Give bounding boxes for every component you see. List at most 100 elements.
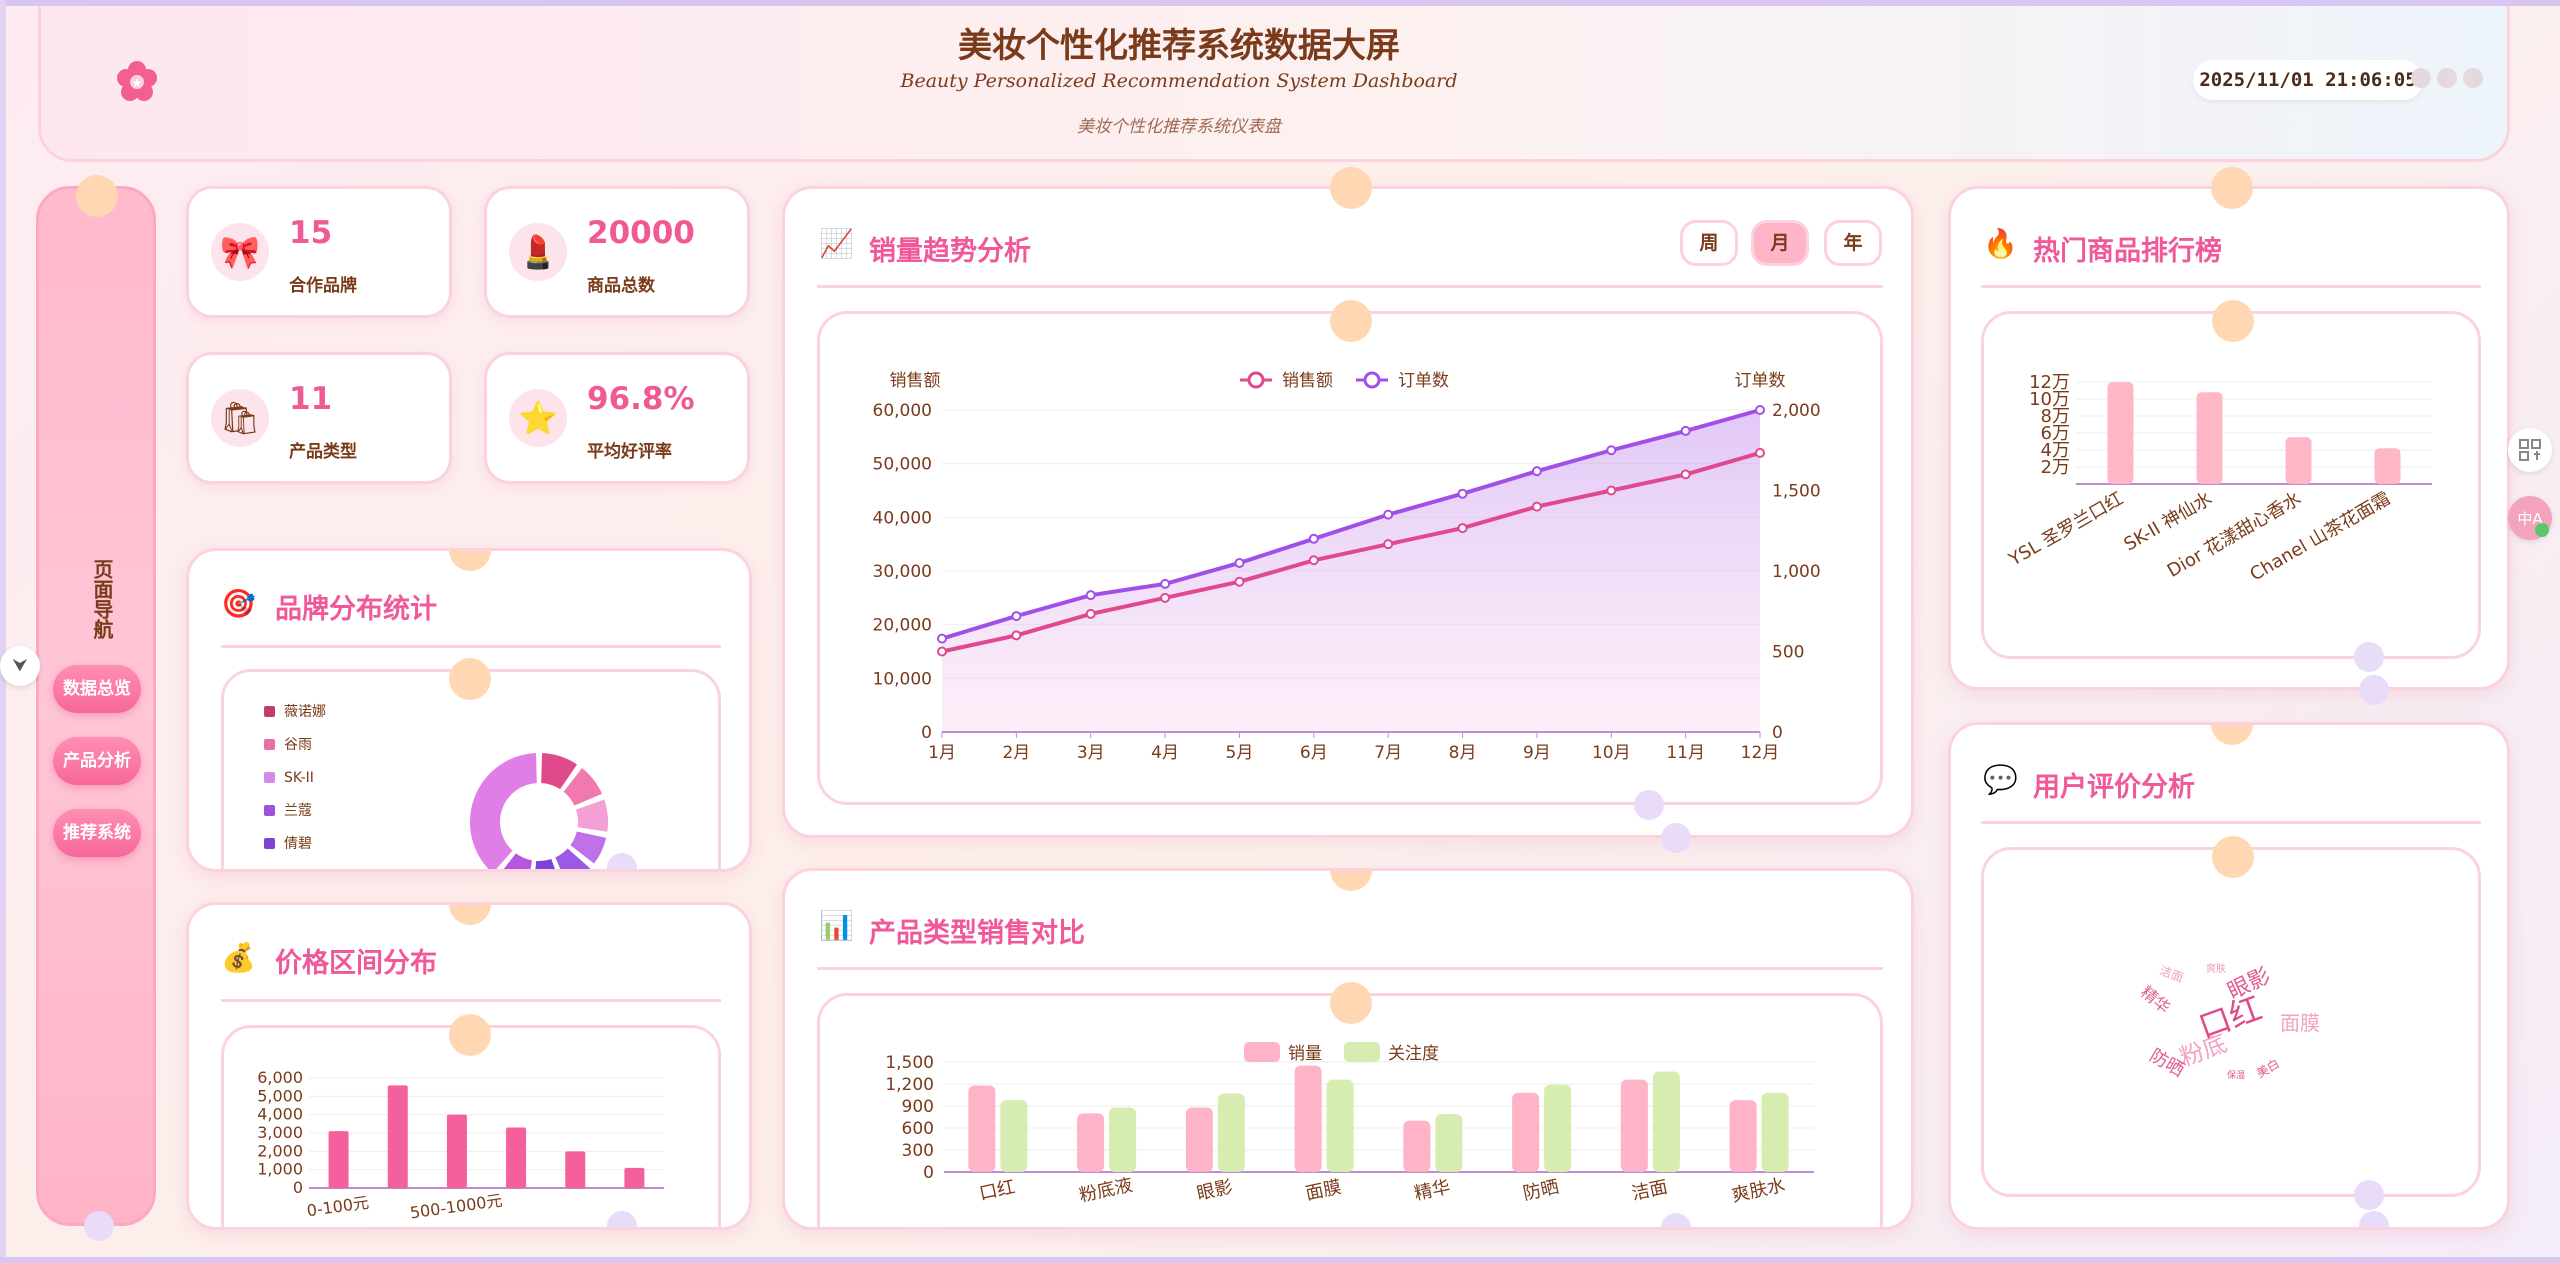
y-tick-label: 900 (902, 1097, 934, 1117)
page-subtitle: 美妆个性化推荐系统仪表盘 (1077, 117, 1281, 137)
legend-swatch (1244, 1042, 1280, 1062)
x-tick-label: 爽肤水 (1730, 1175, 1787, 1207)
donut-slice (501, 850, 535, 869)
decor-dot (2354, 642, 2384, 672)
page-title-en: Beauty Personalized Recommendation Syste… (900, 70, 1458, 92)
y-tick-label: 1,500 (885, 1053, 934, 1073)
data-point-sales (937, 646, 947, 657)
y2-tick-label: 500 (1772, 643, 1804, 663)
section-title: 销量趋势分析 (869, 236, 1031, 267)
divider (221, 645, 721, 648)
stat-card-types: 🛍 11 产品类型 (186, 352, 452, 484)
y-tick-label: 30,000 (873, 562, 932, 582)
x-tick-label: 粉底液 (1077, 1175, 1134, 1207)
data-point-orders (1531, 466, 1542, 477)
y2-tick-label: 2,000 (1772, 401, 1821, 421)
sidebar-nav: 页面导航 数据总览 产品分析 推荐系统 (36, 175, 156, 1241)
sidebar-title: 页面导航 (90, 559, 114, 639)
decor-dot (2359, 675, 2389, 705)
divider (1981, 821, 2481, 824)
data-point-orders (1160, 578, 1171, 589)
decor-dot (1330, 167, 1372, 209)
sidebar-item-overview[interactable]: 数据总览 (53, 665, 141, 713)
svg-text:中A: 中A (2517, 510, 2543, 528)
tab-year[interactable]: 年 (1824, 220, 1882, 266)
x-tick-label: 500-1000元 (409, 1191, 504, 1223)
window-dot-1[interactable] (2411, 68, 2431, 88)
user-review-card: 💬 用户评价分析 口红 粉底 眼影 面膜 防晒 精华 洁面 爽肤 美白 保湿 (1948, 722, 2510, 1230)
data-point-sales (1234, 576, 1245, 587)
y-tick-label: 600 (902, 1119, 934, 1139)
x-tick-label: 防晒 (1521, 1177, 1561, 1205)
word-cloud-word: 保湿 (2227, 1069, 2245, 1081)
x-tick-label: 9月 (1523, 743, 1551, 763)
y-tick-label: 0 (923, 1163, 934, 1183)
donut-slice (539, 751, 580, 792)
x-tick-label: 10月 (1592, 743, 1631, 763)
data-point-sales (1755, 447, 1765, 458)
data-point-sales (1308, 555, 1319, 566)
x-tick-label: 2月 (1002, 743, 1030, 763)
window-dot-2[interactable] (2437, 68, 2457, 88)
sidebar-item-product-analysis[interactable]: 产品分析 (53, 737, 141, 785)
word-cloud-word: 洁面 (2158, 964, 2185, 985)
legend-label: 薇诺娜 (284, 704, 326, 720)
sales-trend-card: 📈 销量趋势分析 0 10,000 20,000 30,000 40,000 50,000… (782, 167, 1914, 853)
y-tick-label: 300 (902, 1141, 934, 1161)
data-point-orders (1755, 405, 1765, 415)
category-sales-card: 📊 产品类型销售对比 0 300 600 900 1,200 1,500 口红 粉底液 眼影 面膜… (782, 868, 1914, 1230)
y2-tick-label: 1,000 (1772, 562, 1821, 582)
category-bar-sales (1403, 1120, 1431, 1172)
bow-icon: 🎀 (211, 223, 269, 281)
data-point-orders (1011, 611, 1022, 622)
divider (817, 285, 1883, 288)
y-tick-label: 4万 (2041, 440, 2070, 461)
legend-label: 销售额 (1282, 371, 1333, 391)
word-cloud-word: 精华 (2137, 982, 2174, 1017)
category-bar-sales (1512, 1092, 1540, 1172)
y-tick-label: 2,000 (257, 1141, 303, 1160)
qr-code-icon[interactable] (2508, 428, 2552, 472)
translate-icon[interactable]: 中A (2508, 496, 2552, 540)
decor-dot (607, 1211, 637, 1227)
legend-swatch (264, 739, 275, 750)
tab-month[interactable]: 月 (1751, 220, 1809, 266)
decor-dot (449, 905, 491, 925)
data-point-sales (1011, 630, 1022, 641)
data-point-orders (1085, 590, 1096, 601)
price-bar (506, 1127, 527, 1188)
section-title: 品牌分布统计 (275, 594, 437, 625)
hot-product-bar (2107, 382, 2134, 484)
sidebar-item-recommendation[interactable]: 推荐系统 (53, 809, 141, 857)
donut-slice (567, 829, 609, 867)
category-bar-attention (1761, 1092, 1789, 1172)
x-tick-label: 12月 (1741, 743, 1780, 763)
window-dot-3[interactable] (2463, 68, 2483, 88)
y-tick-label: 8万 (2041, 406, 2070, 427)
decor-dot (2211, 167, 2253, 209)
y-tick-label: 1,200 (885, 1075, 934, 1095)
lipstick-icon: 💄 (509, 223, 567, 281)
decor-dot (2211, 725, 2253, 745)
y2-tick-label: 0 (1772, 723, 1783, 743)
series-line-orders (941, 408, 1761, 641)
shopping-bag-icon: 🛍 (211, 389, 269, 447)
data-point-orders (1457, 488, 1468, 499)
tab-week[interactable]: 周 (1680, 220, 1738, 266)
legend-label: 订单数 (1398, 371, 1449, 391)
price-bar (387, 1085, 408, 1188)
stat-label: 产品类型 (289, 442, 357, 462)
category-bar-attention (1109, 1107, 1137, 1172)
decor-dot (1330, 300, 1372, 342)
y-tick-label: 10,000 (873, 669, 932, 689)
x-tick-label: 面膜 (1304, 1177, 1344, 1205)
category-bar-sales (1729, 1100, 1757, 1172)
hot-chart-panel: 2万 4万 6万 8万 10万 12万 YSL 圣罗兰口红 SK-II 神仙水 Dior 花漾甜… (1981, 300, 2481, 672)
data-point-orders (1606, 445, 1617, 456)
sidebar-toggle-icon[interactable]: ⮟ (0, 646, 40, 686)
stat-value: 11 (289, 381, 333, 417)
y-tick-label: 12万 (2029, 372, 2070, 393)
